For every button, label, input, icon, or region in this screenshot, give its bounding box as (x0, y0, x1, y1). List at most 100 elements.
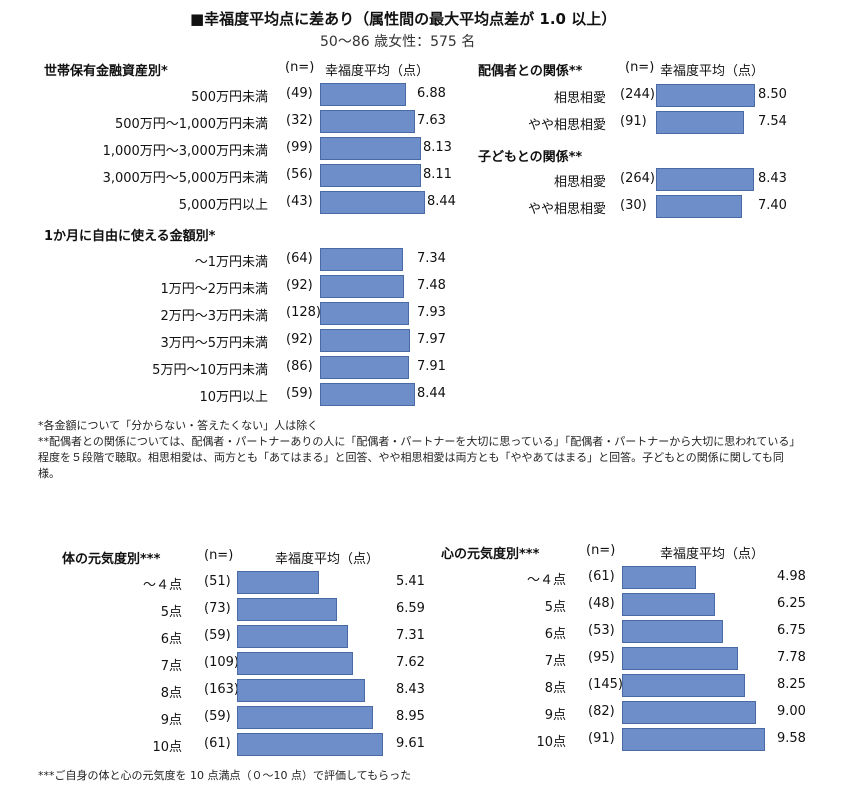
footnote-1: *各金額について「分からない・答えたくない」人は除く (38, 419, 319, 432)
mental-vitality-category-label: 6点 (544, 627, 566, 642)
spouse-relationship-title: 配偶者との関係** (478, 64, 583, 79)
financial-assets-value-label: 6.88 (417, 86, 446, 101)
financial-assets-category-label: 500万円未満 (191, 90, 268, 105)
monthly-spending-value-label: 7.48 (417, 278, 446, 293)
monthly-spending-n-label: (92) (286, 278, 313, 293)
mental-vitality-title: 心の元気度別*** (441, 547, 540, 562)
footnote-2: **配偶者との関係については、配偶者・パートナーありの人に「配偶者・パートナーを… (38, 435, 795, 480)
financial-assets-value-label: 8.44 (427, 194, 456, 209)
child-relationship-n-label: (30) (620, 198, 647, 213)
mental-vitality-value-label: 8.25 (777, 677, 806, 692)
financial-assets-bar (320, 83, 406, 106)
financial-assets-bar (320, 110, 415, 133)
mental-vitality-n-header: (n=) (586, 543, 616, 558)
financial-assets-n-label: (49) (286, 86, 313, 101)
physical-vitality-category-label: 6点 (160, 632, 182, 647)
financial-assets-category-label: 3,000万円～5,000万円未満 (102, 171, 268, 186)
physical-vitality-category-label: 5点 (160, 605, 182, 620)
physical-vitality-category-label: ～４点 (142, 578, 182, 593)
child-relationship-bar (656, 168, 754, 191)
monthly-spending-value-label: 7.91 (417, 359, 446, 374)
monthly-spending-value-label: 7.97 (417, 332, 446, 347)
monthly-spending-bar (320, 302, 409, 325)
financial-assets-value-label: 8.11 (423, 167, 452, 182)
financial-assets-category-label: 5,000万円以上 (178, 198, 268, 213)
monthly-spending-category-label: 3万円～5万円未満 (160, 336, 268, 351)
financial-assets-n-label: (56) (286, 167, 313, 182)
financial-assets-n-label: (99) (286, 140, 313, 155)
financial-assets-value-label: 8.13 (423, 140, 452, 155)
physical-vitality-n-label: (59) (204, 709, 231, 724)
physical-vitality-value-label: 8.43 (396, 682, 425, 697)
financial-assets-n-header: (n=) (285, 60, 315, 75)
physical-vitality-category-label: 8点 (160, 686, 182, 701)
physical-vitality-bar (237, 598, 337, 621)
mental-vitality-value-header: 幸福度平均（点） (660, 547, 765, 562)
monthly-spending-category-label: 1万円～2万円未満 (160, 282, 268, 297)
mental-vitality-n-label: (61) (588, 569, 615, 584)
mental-vitality-category-label: ～４点 (526, 573, 566, 588)
physical-vitality-bar (237, 625, 348, 648)
financial-assets-category-label: 500万円～1,000万円未満 (114, 117, 268, 132)
mental-vitality-n-label: (48) (588, 596, 615, 611)
physical-vitality-n-label: (51) (204, 574, 231, 589)
mental-vitality-n-label: (53) (588, 623, 615, 638)
mental-vitality-category-label: 5点 (544, 600, 566, 615)
mental-vitality-bar (622, 647, 738, 670)
physical-vitality-bar (237, 733, 383, 756)
child-relationship-value-label: 7.40 (758, 198, 787, 213)
mental-vitality-bar (622, 674, 745, 697)
financial-assets-value-header: 幸福度平均（点） (325, 64, 430, 79)
spouse-relationship-n-header: (n=) (625, 60, 655, 75)
physical-vitality-bar (237, 571, 319, 594)
monthly-spending-bar (320, 329, 410, 352)
mental-vitality-bar (622, 593, 715, 616)
physical-vitality-category-label: 7点 (160, 659, 182, 674)
mental-vitality-category-label: 7点 (544, 654, 566, 669)
physical-vitality-value-label: 7.62 (396, 655, 425, 670)
financial-assets-bar (320, 191, 425, 214)
mental-vitality-n-label: (95) (588, 650, 615, 665)
monthly-spending-n-label: (128) (286, 305, 321, 320)
mental-vitality-n-label: (145) (588, 677, 623, 692)
monthly-spending-category-label: 10万円以上 (199, 390, 268, 405)
mental-vitality-n-label: (91) (588, 731, 615, 746)
spouse-relationship-category-label: やや相思相愛 (527, 118, 606, 133)
monthly-spending-n-label: (64) (286, 251, 313, 266)
physical-vitality-bar (237, 652, 353, 675)
child-relationship-n-label: (264) (620, 171, 655, 186)
monthly-spending-value-label: 8.44 (417, 386, 446, 401)
financial-assets-title: 世帯保有金融資産別* (44, 64, 168, 79)
financial-assets-bar (320, 164, 421, 187)
mental-vitality-bar (622, 728, 765, 751)
monthly-spending-bar (320, 383, 415, 406)
physical-vitality-title: 体の元気度別*** (62, 552, 161, 567)
child-relationship-title: 子どもとの関係** (478, 150, 583, 165)
mental-vitality-n-label: (82) (588, 704, 615, 719)
mental-vitality-category-label: 9点 (544, 708, 566, 723)
spouse-relationship-bar (656, 111, 744, 134)
monthly-spending-category-label: ～1万円未満 (194, 255, 268, 270)
spouse-relationship-n-label: (91) (620, 114, 647, 129)
spouse-relationship-n-label: (244) (620, 87, 655, 102)
footnote-3: ***ご自身の体と心の元気度を 10 点満点（０～10 点）で評価してもらった (38, 769, 412, 782)
mental-vitality-value-label: 4.98 (777, 569, 806, 584)
physical-vitality-value-header: 幸福度平均（点） (275, 552, 380, 567)
financial-assets-category-label: 1,000万円～3,000万円未満 (102, 144, 268, 159)
child-relationship-category-label: 相思相愛 (553, 175, 606, 190)
physical-vitality-n-header: (n=) (204, 548, 234, 563)
monthly-spending-n-label: (59) (286, 386, 313, 401)
mental-vitality-bar (622, 620, 723, 643)
physical-vitality-bar (237, 679, 365, 702)
mental-vitality-value-label: 6.25 (777, 596, 806, 611)
physical-vitality-value-label: 6.59 (396, 601, 425, 616)
monthly-spending-category-label: 5万円～10万円未満 (152, 363, 268, 378)
spouse-relationship-category-label: 相思相愛 (553, 91, 606, 106)
mental-vitality-bar (622, 701, 756, 724)
monthly-spending-value-label: 7.93 (417, 305, 446, 320)
monthly-spending-bar (320, 248, 403, 271)
physical-vitality-value-label: 8.95 (396, 709, 425, 724)
physical-vitality-category-label: 10点 (152, 740, 182, 755)
mental-vitality-value-label: 9.58 (777, 731, 806, 746)
physical-vitality-category-label: 9点 (160, 713, 182, 728)
